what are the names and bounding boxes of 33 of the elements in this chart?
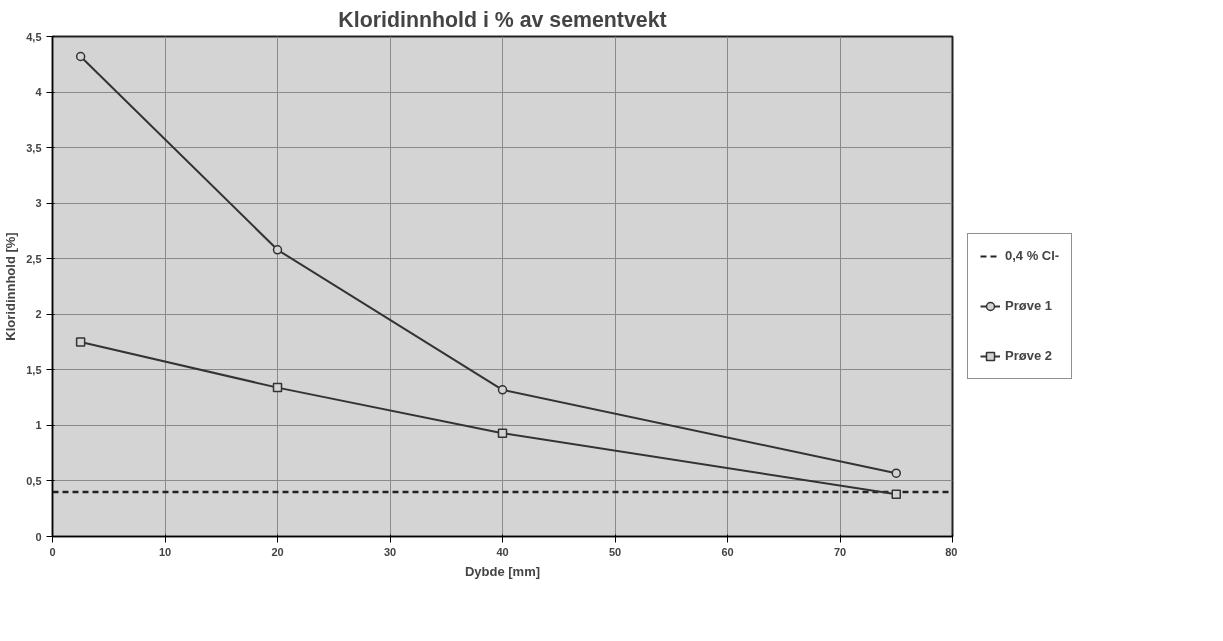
legend-label: 0,4 % Cl- (1005, 248, 1060, 263)
y-tick-label: 3 (35, 197, 42, 210)
point (272, 245, 283, 255)
y-tick-label: 1 (35, 419, 42, 432)
x-tick-label: 60 (721, 545, 734, 558)
y-axis-title: Kloridinnhold [%] (3, 232, 19, 341)
x-tick-label: 20 (271, 545, 284, 558)
x-axis-title: Dybde [mm] (464, 563, 541, 579)
x-tick-label: 50 (608, 545, 622, 558)
point (891, 489, 901, 500)
x-tick-label: 40 (496, 545, 509, 558)
y-tick-label: 1,5 (26, 363, 42, 376)
point (75, 51, 86, 62)
point (497, 385, 508, 395)
y-tick-label: 4,5 (26, 30, 42, 43)
y-tick-label: 0 (35, 530, 42, 543)
point (75, 337, 86, 347)
legend-label: Prøve 1 (1005, 298, 1052, 313)
x-tick-label: 80 (945, 545, 958, 558)
x-tick-label: 70 (833, 545, 847, 558)
y-tick-label: 3,5 (26, 141, 42, 154)
y-tick-label: 4 (35, 86, 43, 99)
y-tick-label: 2,5 (26, 252, 42, 265)
y-tick-label: 2 (35, 308, 42, 321)
chart-title: Kloridinnhold i % av sementvekt (338, 7, 667, 32)
point (891, 468, 901, 478)
x-tick-label: 10 (158, 545, 172, 558)
legend-label: Prøve 2 (1005, 348, 1052, 363)
point (497, 428, 508, 438)
point (272, 382, 283, 393)
x-tick-label: 30 (383, 545, 397, 558)
x-tick-label: 0 (49, 545, 56, 558)
y-tick-label: 0,5 (26, 474, 42, 487)
